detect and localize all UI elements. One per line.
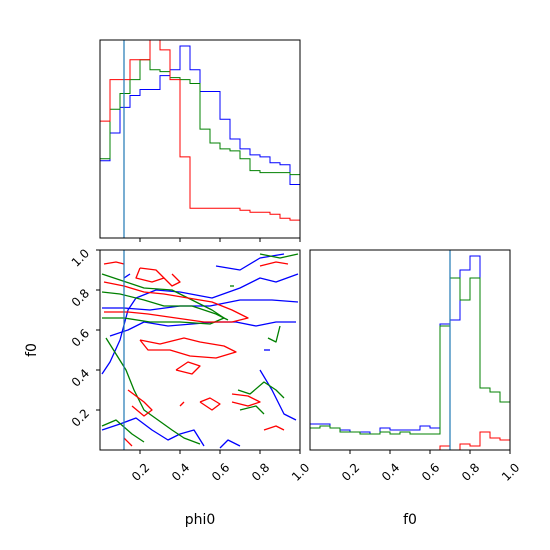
contour-blue [219,439,241,449]
f0-xtick-label: 0.2 [339,460,362,483]
contour-green [237,381,285,399]
f0-xtick-label: 1.0 [499,460,522,483]
contour-green [101,291,229,321]
y-axis-label-f0: f0 [24,343,40,357]
phi0-histogram-blue [100,45,300,238]
contour-blue [101,417,205,447]
contour-green [239,405,265,415]
contour-green [105,337,201,445]
contour-red [103,261,125,265]
f0-xtick-label: 0.8 [459,460,482,483]
contour-blue [123,273,131,279]
contour-red [231,393,261,407]
contour-blue [101,273,299,375]
contour-red [123,437,133,447]
f0-xtick-label: 0.6 [419,460,442,483]
contour-red [263,425,285,431]
contour-red [139,337,237,359]
contour-red [199,397,221,411]
phi0-xtick-label: 0.4 [169,460,192,483]
phi0-histogram-red [100,40,300,238]
contour-frame [99,249,301,451]
histogram-f0-panel: 0.2 0.4 0.6 0.8 1.0 [309,249,522,484]
f0-ytick-label: 1.0 [69,246,92,269]
contour-green [259,253,299,259]
contour-red [163,273,181,287]
f0-ytick-label: 0.8 [69,286,92,309]
f0-histogram-frame [309,249,511,451]
phi0-xtick-label: 1.0 [289,460,312,483]
f0-histogram-red [310,431,510,450]
f0-ytick-label: 0.6 [69,326,92,349]
f0-ytick-label: 0.2 [69,406,92,429]
histogram-phi0-panel [99,39,301,242]
contour-red [127,389,153,417]
contour-blue [102,299,299,311]
contour-red [175,361,201,375]
phi0-xtick-label: 0.8 [249,460,272,483]
contour-phi0-f0-panel: 0.2 0.4 0.6 0.8 1.0 0.2 0.4 0.6 0.8 1.0 [69,246,313,484]
phi0-histogram-green [100,59,300,238]
contour-red [103,281,249,323]
f0-histogram-green [310,277,510,450]
contour-green [101,273,225,325]
x-axis-label-f0: f0 [403,512,417,528]
phi0-xtick-label: 0.2 [129,460,152,483]
phi0-xtick-label: 0.6 [209,460,232,483]
f0-ytick-label: 0.4 [69,366,92,389]
contour-green [267,325,281,343]
contour-red [259,261,289,267]
f0-xtick-label: 0.4 [379,460,402,483]
contour-red [135,267,165,283]
x-axis-label-phi0: phi0 [185,512,216,528]
contour-red [179,401,185,407]
phi0-histogram-frame [99,39,301,239]
contour-blue [259,369,297,421]
